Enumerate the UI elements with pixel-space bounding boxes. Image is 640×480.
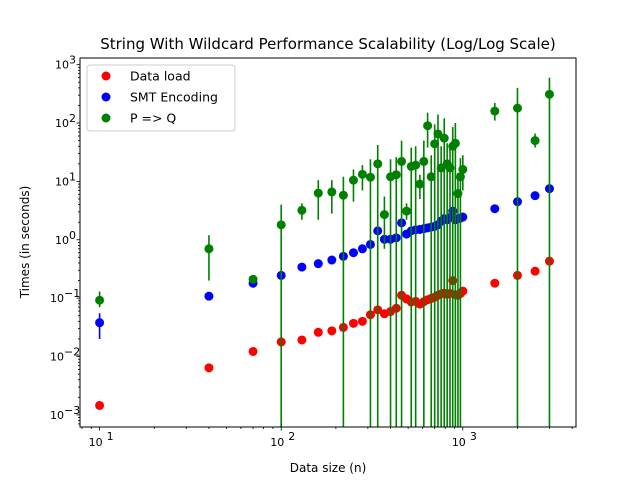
- data-point: [327, 255, 337, 265]
- data-point: [365, 172, 375, 182]
- y-tick-label-exponent: 0: [69, 229, 76, 242]
- data-point: [248, 274, 258, 284]
- legend-box: [86, 64, 236, 132]
- legend-label-p-implies-q: P => Q: [130, 111, 176, 126]
- data-point: [530, 136, 540, 146]
- data-point: [530, 266, 540, 276]
- data-point: [327, 187, 337, 197]
- legend-marker-smt-encoding: [101, 92, 111, 102]
- data-point: [204, 244, 214, 254]
- data-point: [357, 316, 367, 326]
- data-point: [423, 121, 433, 131]
- x-tick-label-exponent: 2: [288, 430, 295, 443]
- legend-label-data-load: Data load: [130, 69, 191, 84]
- y-tick-label-exponent: 1: [69, 170, 76, 183]
- y-tick-label-exponent: −2: [64, 346, 80, 359]
- data-point: [415, 179, 425, 189]
- x-tick-label-exponent: 3: [470, 430, 477, 443]
- x-tick-label: 10: [89, 436, 103, 449]
- x-axis-ticks: 10 1 10 2 10 3: [81, 427, 573, 449]
- data-point: [458, 164, 468, 174]
- data-point: [402, 206, 412, 216]
- data-point: [204, 291, 214, 301]
- data-point: [490, 106, 500, 116]
- y-tick-label-exponent: 3: [69, 54, 76, 67]
- data-point: [313, 188, 323, 198]
- y-axis-label: Times (in seconds): [18, 186, 32, 300]
- data-point: [348, 318, 358, 328]
- x-tick-label: 10: [452, 436, 466, 449]
- data-point: [95, 318, 105, 328]
- data-point: [276, 220, 286, 230]
- data-point: [313, 259, 323, 269]
- y-tick-label-exponent: −1: [64, 287, 80, 300]
- y-tick-label: 10: [55, 59, 69, 72]
- data-point: [348, 175, 358, 185]
- series-data-load: [95, 256, 554, 410]
- data-point: [530, 191, 540, 201]
- legend-marker-data-load: [101, 71, 111, 81]
- data-point: [297, 262, 307, 272]
- data-point: [411, 160, 421, 170]
- data-point: [426, 172, 436, 182]
- data-point: [297, 205, 307, 215]
- y-tick-label: 10: [55, 117, 69, 130]
- series-layer: [95, 77, 554, 427]
- data-point: [430, 139, 440, 149]
- data-point: [391, 170, 401, 180]
- data-point: [490, 278, 500, 288]
- x-tick-label: 10: [270, 436, 284, 449]
- legend: Data load SMT Encoding P => Q: [86, 64, 236, 132]
- data-point: [357, 244, 367, 254]
- y-tick-label: 10: [55, 234, 69, 247]
- data-point: [439, 133, 449, 143]
- data-point: [204, 363, 214, 373]
- series-p-q: [95, 77, 554, 427]
- data-point: [512, 103, 522, 113]
- y-tick-label-exponent: 2: [69, 112, 76, 125]
- x-tick-label-exponent: 1: [107, 430, 114, 443]
- data-point: [95, 295, 105, 305]
- data-point: [397, 156, 407, 166]
- y-tick-label: 10: [50, 351, 64, 364]
- legend-label-smt-encoding: SMT Encoding: [130, 90, 218, 105]
- data-point: [490, 204, 500, 214]
- data-point: [544, 89, 554, 99]
- data-point: [95, 400, 105, 410]
- legend-marker-p-implies-q: [101, 113, 111, 123]
- y-tick-label-exponent: −3: [64, 404, 80, 417]
- data-point: [379, 210, 389, 220]
- data-point: [313, 327, 323, 337]
- data-point: [348, 248, 358, 258]
- data-point: [419, 156, 429, 166]
- data-point: [450, 138, 460, 148]
- x-axis-label: Data size (n): [290, 461, 367, 475]
- data-point: [327, 326, 337, 336]
- y-tick-label: 10: [55, 175, 69, 188]
- data-point: [338, 190, 348, 200]
- data-point: [248, 346, 258, 356]
- y-tick-label: 10: [50, 292, 64, 305]
- data-point: [297, 335, 307, 345]
- data-point: [357, 169, 367, 179]
- data-point: [373, 159, 383, 169]
- chart-title: String With Wildcard Performance Scalabi…: [100, 35, 556, 53]
- y-tick-label: 10: [50, 409, 64, 422]
